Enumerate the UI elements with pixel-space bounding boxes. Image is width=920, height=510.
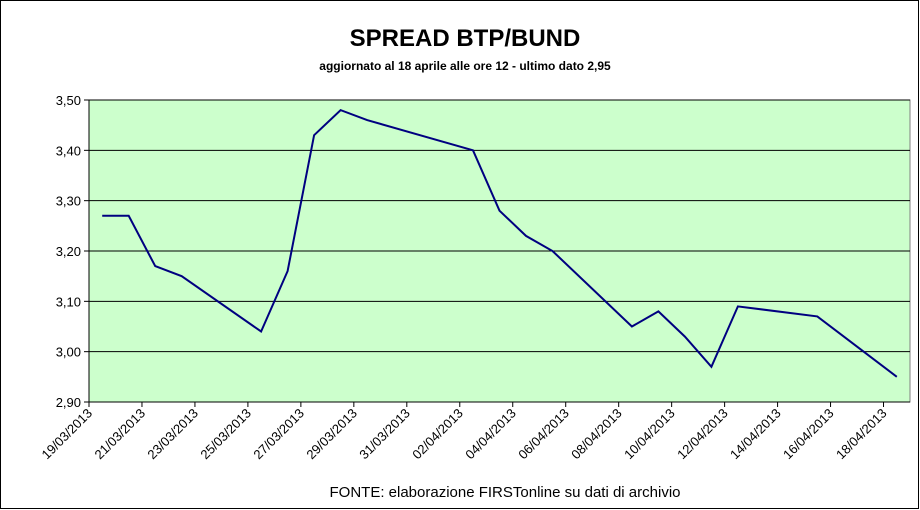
- y-tick-label: 3,40: [56, 143, 81, 158]
- y-tick-label: 2,90: [56, 395, 81, 410]
- chart-title: SPREAD BTP/BUND: [350, 25, 581, 52]
- y-tick-label: 3,00: [56, 345, 81, 360]
- y-tick-label: 3,10: [56, 294, 81, 309]
- y-tick-label: 3,20: [56, 244, 81, 259]
- y-tick-label: 3,30: [56, 194, 81, 209]
- y-tick-label: 3,50: [56, 93, 81, 108]
- data-line: [102, 108, 898, 378]
- source-note: FONTE: elaborazione FIRSTonline su dati …: [330, 484, 681, 501]
- chart-subtitle: aggiornato al 18 aprile alle ore 12 - ul…: [319, 59, 611, 73]
